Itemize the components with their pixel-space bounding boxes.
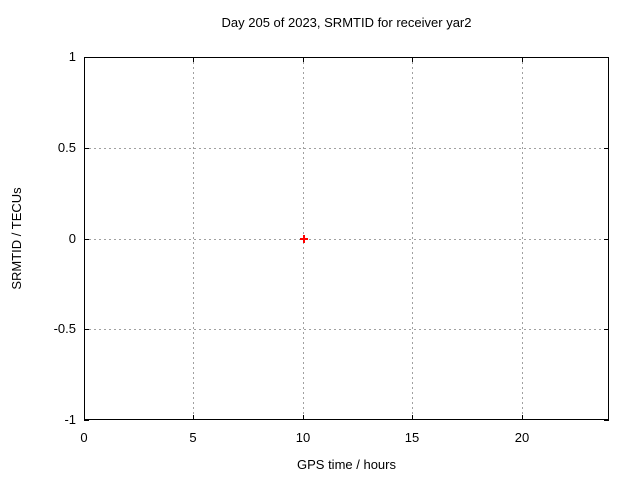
plus-marker-vertical-arm: [302, 234, 305, 243]
x-tick-label: 5: [189, 430, 197, 445]
x-tick-label: 0: [80, 430, 88, 445]
y-gridline: [84, 148, 609, 149]
plot-area: [84, 57, 609, 420]
data-point-marker: [299, 234, 308, 243]
x-tick-mark-bottom: [84, 415, 85, 420]
y-tick-mark-right: [604, 57, 609, 58]
y-gridline: [84, 329, 609, 330]
y-tick-label: -1: [64, 412, 76, 427]
y-axis-label: SRMTID / TECUs: [9, 187, 24, 290]
y-tick-mark-right: [604, 239, 609, 240]
y-tick-mark-left: [84, 420, 89, 421]
x-tick-mark-bottom: [522, 415, 523, 420]
y-tick-label: 0: [68, 231, 76, 246]
x-tick-label: 20: [514, 430, 530, 445]
x-tick-mark-top: [522, 57, 523, 62]
y-tick-mark-left: [84, 329, 89, 330]
chart-title: Day 205 of 2023, SRMTID for receiver yar…: [221, 15, 472, 30]
x-gridline: [522, 57, 523, 420]
x-gridline: [193, 57, 194, 420]
x-tick-label: 10: [295, 430, 311, 445]
y-gridline: [84, 239, 609, 240]
x-axis-label: GPS time / hours: [297, 457, 396, 472]
y-tick-mark-left: [84, 57, 89, 58]
y-tick-mark-right: [604, 329, 609, 330]
x-tick-mark-top: [303, 57, 304, 62]
y-tick-mark-left: [84, 239, 89, 240]
y-tick-mark-left: [84, 148, 89, 149]
x-tick-mark-top: [412, 57, 413, 62]
y-tick-mark-right: [604, 148, 609, 149]
x-tick-mark-bottom: [303, 415, 304, 420]
x-gridline: [412, 57, 413, 420]
y-tick-label: -0.5: [53, 321, 76, 336]
x-tick-mark-bottom: [412, 415, 413, 420]
x-tick-mark-top: [84, 57, 85, 62]
y-tick-label: 1: [68, 49, 76, 64]
x-tick-mark-bottom: [193, 415, 194, 420]
x-tick-mark-top: [193, 57, 194, 62]
y-tick-mark-right: [604, 420, 609, 421]
y-tick-label: 0.5: [57, 140, 76, 155]
x-tick-label: 15: [404, 430, 420, 445]
